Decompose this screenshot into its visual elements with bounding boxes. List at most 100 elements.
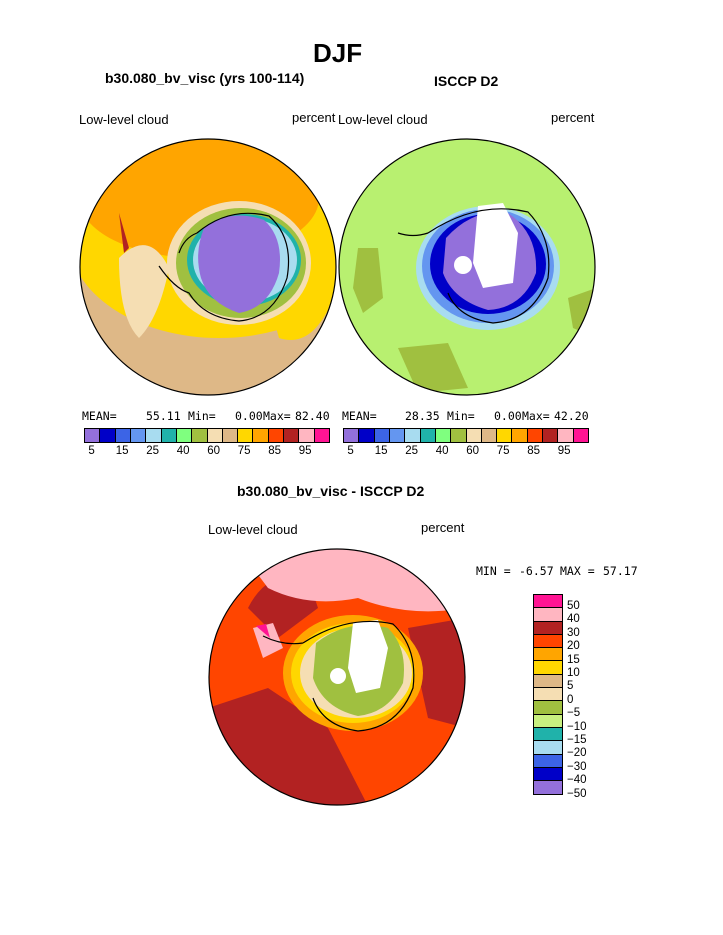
panel-1-colorbar [84, 428, 330, 443]
colorbar-tick-label: 10 [567, 667, 580, 679]
panel-3-max-label: MAX = [560, 564, 595, 578]
colorbar-swatch [146, 429, 162, 442]
colorbar-swatch [435, 429, 452, 442]
colorbar-swatch [299, 429, 315, 442]
colorbar-tick-label: 5 [88, 445, 95, 457]
panel-1-min-label: Min= [188, 409, 216, 423]
panel-2-min: 0.00 [494, 409, 522, 423]
colorbar-swatch [534, 741, 562, 755]
colorbar-swatch [389, 429, 406, 442]
colorbar-swatch [497, 429, 513, 442]
colorbar-swatch [534, 754, 562, 768]
panel-2-map [338, 138, 596, 396]
colorbar-swatch [451, 429, 467, 442]
panel-2-max: 42.20 [554, 409, 589, 423]
panel-3-subtitle: b30.080_bv_visc - ISCCP D2 [237, 483, 425, 499]
panel-1-mean-label: MEAN= [82, 409, 117, 423]
colorbar-swatch [268, 429, 285, 442]
panel-2-mean: 28.35 [405, 409, 440, 423]
colorbar-swatch [374, 429, 390, 442]
panel-1-max-label: Max= [263, 409, 291, 423]
colorbar-swatch [344, 429, 360, 442]
colorbar-swatch [558, 429, 574, 442]
colorbar-tick-label: 15 [115, 445, 129, 457]
colorbar-swatch [534, 714, 562, 728]
colorbar-swatch [534, 781, 562, 795]
panel-2-max-label: Max= [522, 409, 550, 423]
colorbar-swatch [534, 648, 562, 662]
panel-1-min: 0.00 [235, 409, 263, 423]
colorbar-swatch [176, 429, 193, 442]
colorbar-tick-label: −40 [567, 774, 587, 787]
panel-2-min-label: Min= [447, 409, 475, 423]
colorbar-tick-label: 30 [567, 626, 580, 639]
panel-3-max: 57.17 [603, 564, 638, 578]
colorbar-tick-label: 85 [527, 445, 541, 457]
colorbar-swatch [359, 429, 375, 442]
colorbar-swatch [253, 429, 269, 442]
colorbar-swatch [534, 727, 562, 742]
colorbar-tick-label: 25 [146, 445, 160, 457]
colorbar-tick-label: 20 [567, 640, 580, 653]
colorbar-tick-label: 40 [435, 445, 449, 457]
colorbar-tick-label: −15 [567, 734, 587, 746]
colorbar-tick-label: 95 [557, 445, 571, 457]
colorbar-swatch [534, 595, 562, 609]
panel-2-field-label: Low-level cloud [338, 112, 428, 127]
panel-2-units: percent [551, 110, 595, 125]
colorbar-swatch [534, 621, 562, 635]
colorbar-tick-label: −10 [567, 720, 587, 733]
colorbar-tick-label: 5 [567, 680, 574, 693]
colorbar-tick-label: 15 [567, 653, 580, 666]
colorbar-tick-label: 85 [268, 445, 282, 457]
colorbar-swatch [466, 429, 482, 442]
colorbar-swatch [161, 429, 177, 442]
colorbar-swatch [207, 429, 223, 442]
colorbar-tick-label: 5 [347, 445, 354, 457]
colorbar-tick-label: −50 [567, 787, 587, 800]
colorbar-swatch [314, 429, 329, 442]
colorbar-tick-label: 40 [567, 613, 580, 626]
colorbar-tick-label: 25 [405, 445, 419, 457]
colorbar-tick-label: 40 [176, 445, 190, 457]
colorbar-swatch [130, 429, 147, 442]
panel-3-field-label: Low-level cloud [208, 522, 298, 537]
panel-3-map [208, 548, 466, 806]
colorbar-swatch [534, 674, 562, 689]
panel-1-map [79, 138, 337, 396]
page-title: DJF [313, 38, 363, 68]
colorbar-swatch [534, 767, 562, 782]
panel-3-min-label: MIN = [476, 564, 511, 578]
colorbar-swatch [238, 429, 254, 442]
colorbar-swatch [85, 429, 101, 442]
colorbar-swatch [405, 429, 421, 442]
colorbar-tick-label: 95 [298, 445, 312, 457]
colorbar-swatch [284, 429, 300, 442]
panel-3-units: percent [421, 520, 465, 535]
colorbar-swatch [534, 608, 562, 622]
colorbar-tick-label: 60 [466, 445, 480, 457]
colorbar-swatch [481, 429, 498, 442]
colorbar-swatch [534, 701, 562, 715]
panel-1-field-label: Low-level cloud [79, 112, 169, 127]
colorbar-swatch [534, 688, 562, 702]
colorbar-tick-label: −20 [567, 747, 587, 760]
colorbar-swatch [534, 661, 562, 675]
colorbar-swatch [543, 429, 559, 442]
colorbar-swatch [115, 429, 131, 442]
colorbar-tick-label: 60 [207, 445, 221, 457]
colorbar-swatch [534, 634, 562, 649]
panel-2-subtitle: ISCCP D2 [434, 73, 499, 89]
colorbar-tick-label: 15 [374, 445, 388, 457]
panel-3-min: -6.57 [519, 564, 554, 578]
colorbar-tick-label: 0 [567, 693, 574, 706]
panel-1-mean: 55.11 [146, 409, 181, 423]
panel-2-colorbar [343, 428, 589, 443]
panel-1-max: 82.40 [295, 409, 330, 423]
colorbar-tick-label: 75 [496, 445, 510, 457]
colorbar-tick-label: −5 [567, 707, 581, 720]
colorbar-swatch [420, 429, 436, 442]
colorbar-swatch [192, 429, 208, 442]
panel-3-colorbar [533, 594, 563, 796]
colorbar-swatch [527, 429, 544, 442]
